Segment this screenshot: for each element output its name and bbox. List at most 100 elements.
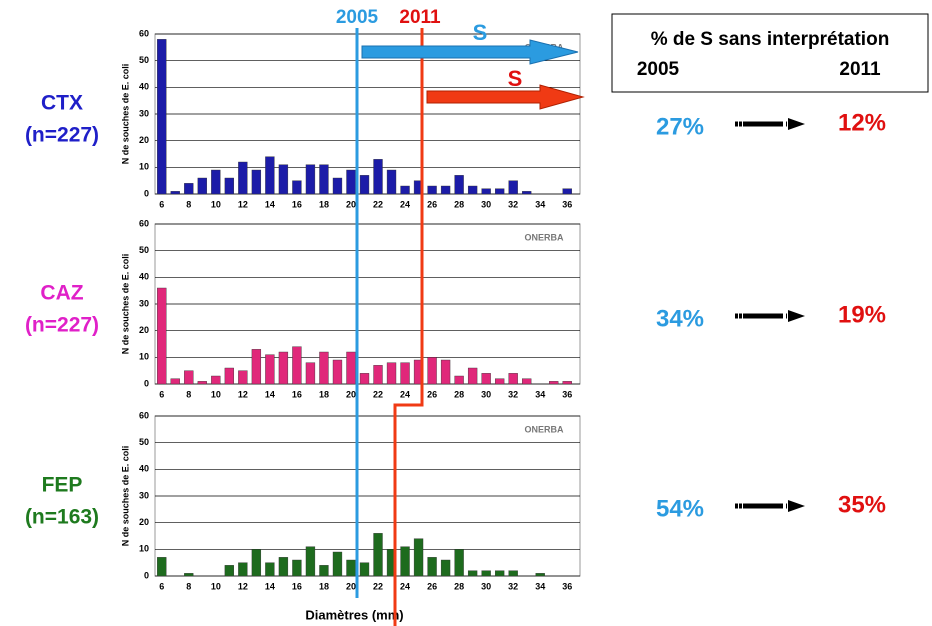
bar [427, 185, 437, 195]
x-tick-label: 6 [159, 389, 164, 399]
bar [332, 551, 343, 577]
x-tick-label: 32 [508, 581, 518, 591]
bar [184, 370, 194, 385]
x-tick-label: 14 [265, 581, 275, 591]
bar [211, 169, 221, 195]
arrow-label: S [473, 20, 488, 45]
y-tick-label: 0 [144, 570, 149, 580]
x-tick-label: 34 [535, 581, 545, 591]
y-tick-label: 40 [139, 82, 149, 92]
bar [238, 161, 248, 195]
bar [481, 570, 491, 577]
bar [346, 351, 356, 385]
bar [427, 557, 437, 577]
arrow-label: S [508, 66, 523, 91]
row-count: (n=227) [25, 314, 99, 337]
bar [562, 381, 572, 385]
bar [467, 367, 478, 385]
row-count: (n=163) [25, 506, 99, 529]
bar [481, 188, 491, 195]
bar [454, 549, 464, 577]
bar [440, 559, 451, 577]
x-tick-label: 10 [211, 389, 221, 399]
bar [467, 570, 478, 577]
bar [292, 346, 302, 385]
bar [157, 557, 167, 577]
x-tick-label: 26 [427, 389, 437, 399]
x-tick-label: 30 [481, 581, 491, 591]
y-tick-label: 30 [139, 490, 149, 500]
x-tick-label: 22 [373, 199, 383, 209]
x-tick-label: 8 [186, 581, 191, 591]
bar [251, 349, 262, 385]
bar [454, 375, 464, 385]
bar [157, 39, 167, 195]
x-tick-label: 18 [319, 199, 329, 209]
bar [386, 169, 397, 195]
y-tick-label: 60 [139, 410, 149, 420]
bar [265, 562, 275, 577]
pct-2005: 34% [656, 305, 704, 332]
bar [495, 378, 505, 385]
bar [278, 351, 289, 385]
breakpoint-label: 2005 [336, 7, 379, 28]
breakpoint-line [393, 28, 424, 626]
x-tick-label: 8 [186, 199, 191, 209]
bar [170, 378, 180, 385]
x-tick-label: 20 [346, 199, 356, 209]
x-tick-label: 8 [186, 389, 191, 399]
bar [522, 378, 532, 385]
bar [454, 175, 464, 195]
bar [359, 562, 370, 577]
y-tick-label: 30 [139, 108, 149, 118]
y-axis-label: N de souches de E. coli [120, 64, 130, 165]
y-tick-label: 10 [139, 162, 149, 172]
x-tick-label: 10 [211, 581, 221, 591]
y-tick-label: 20 [139, 517, 149, 527]
x-tick-label: 28 [454, 389, 464, 399]
y-tick-label: 20 [139, 325, 149, 335]
bar [292, 180, 302, 195]
bar [508, 373, 518, 385]
bar [305, 362, 316, 385]
x-tick-label: 20 [346, 581, 356, 591]
bar [305, 546, 316, 577]
y-tick-label: 0 [144, 188, 149, 198]
bar [319, 565, 329, 577]
x-tick-label: 24 [400, 199, 410, 209]
x-tick-label: 6 [159, 199, 164, 209]
x-tick-label: 24 [400, 389, 410, 399]
breakpoint-label: 2011 [399, 7, 441, 28]
x-tick-label: 20 [346, 389, 356, 399]
bar [440, 185, 451, 195]
bar [238, 370, 248, 385]
bar [522, 191, 532, 195]
x-tick-label: 6 [159, 581, 164, 591]
row-count: (n=227) [25, 124, 99, 147]
bar [467, 185, 478, 195]
bar [319, 351, 329, 385]
bar [224, 177, 234, 195]
bar [197, 381, 207, 385]
bar [508, 570, 518, 577]
x-tick-label: 22 [373, 389, 383, 399]
bar [400, 546, 410, 577]
row-label: CTX [41, 92, 83, 115]
bar [373, 365, 383, 385]
arrow [426, 84, 585, 110]
bar [265, 156, 275, 195]
x-tick-label: 14 [265, 199, 275, 209]
x-tick-label: 12 [238, 581, 248, 591]
y-tick-label: 0 [144, 378, 149, 388]
bar [495, 188, 505, 195]
x-tick-label: 12 [238, 389, 248, 399]
bar [332, 177, 343, 195]
x-tick-label: 14 [265, 389, 275, 399]
y-tick-label: 60 [139, 28, 149, 38]
y-tick-label: 10 [139, 352, 149, 362]
pct-2005: 27% [656, 113, 704, 140]
bar [197, 177, 207, 195]
x-tick-label: 18 [319, 389, 329, 399]
